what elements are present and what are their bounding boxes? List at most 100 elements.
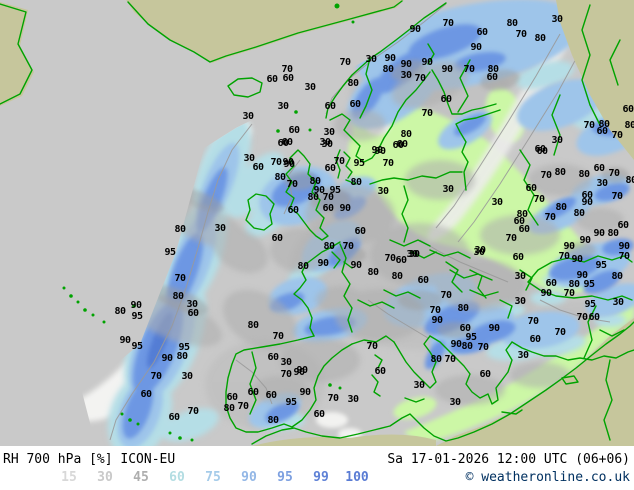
contour-label: 30 [321, 139, 333, 150]
contour-label: 30 [377, 186, 389, 197]
contour-label: 60 [266, 74, 278, 85]
ireland-coast [245, 193, 275, 231]
contour-label: 30 [242, 111, 254, 122]
contour-label: 70 [444, 354, 456, 365]
contour-label: 60 [596, 126, 608, 137]
contour-label: 70 [333, 156, 345, 167]
contour-label: 30 [442, 184, 454, 195]
contour-label: 90 [421, 57, 433, 68]
caption-bar: RH 700 hPa [%] ICON-EU Sa 17-01-2026 12:… [0, 446, 634, 490]
contour-label: 70 [339, 57, 351, 68]
legend-value: 15 [61, 470, 77, 485]
contour-label: 70 [618, 251, 630, 262]
contour-label: 30 [473, 247, 485, 258]
baltic-south-coast [369, 171, 463, 185]
contour-label: 80 [247, 320, 259, 331]
contour-label: 60 [271, 233, 283, 244]
contour-label: 80 [625, 175, 634, 186]
legend-value: 60 [169, 470, 185, 485]
coastlines-borders [0, 0, 634, 445]
northeast-land [556, 0, 634, 160]
contour-label: 60 [512, 252, 524, 263]
contour-label: 70 [429, 305, 441, 316]
contour-label: 60 [281, 137, 293, 148]
greenland-west-coast [0, 3, 33, 105]
contour-label: 30 [551, 135, 563, 146]
contour-label: 60 [617, 220, 629, 231]
contour-label: 80 [624, 120, 634, 131]
contour-label: 70 [611, 130, 623, 141]
contour-label: 60 [513, 216, 525, 227]
balkan-greece-coast [429, 335, 513, 405]
contour-label: 60 [459, 323, 471, 334]
contour-label: 90 [283, 159, 295, 170]
contour-label: 60 [525, 183, 537, 194]
contour-label: 80 [461, 341, 473, 352]
contour-label: 90 [579, 235, 591, 246]
contour-label: 90 [540, 288, 552, 299]
contour-label: 60 [324, 101, 336, 112]
contour-label: 80 [598, 119, 610, 130]
contour-label: 30 [551, 14, 563, 25]
cyprus-coast [561, 375, 579, 385]
contour-label: 70 [515, 29, 527, 40]
contour-label: 70 [608, 168, 620, 179]
legend-value: 75 [205, 470, 221, 485]
contour-label: 80 [223, 403, 235, 414]
contour-value-labels: 70 60 60 30 30 30 60 60 30 60 70 90 80 70 80 30 95 70 80 30… [114, 14, 634, 426]
contour-label: 70 [237, 401, 249, 412]
contour-label: 95 [164, 247, 176, 258]
contour-label: 70 [544, 212, 556, 223]
sicily-coast [404, 397, 425, 403]
contour-label: 90 [130, 300, 142, 311]
contour-label: 90 [161, 353, 173, 364]
contour-label: 70 [280, 369, 292, 380]
contour-label: 90 [488, 323, 500, 334]
contour-label: 80 [350, 177, 362, 188]
contour-label: 70 [583, 120, 595, 131]
rh-700hpa-map: 70 60 60 30 30 30 60 60 30 60 70 90 80 70 80 30 95 70 80 30… [0, 0, 634, 446]
contour-label: 90 [431, 315, 443, 326]
contour-label: 30 [514, 271, 526, 282]
contour-label: 90 [296, 365, 308, 376]
contour-label: 30 [596, 178, 608, 189]
contour-label: 80 [611, 271, 623, 282]
contour-label: 60 [588, 312, 600, 323]
contour-label: 90 [384, 53, 396, 64]
finland-russia-border [457, 59, 471, 113]
contour-label: 95 [131, 341, 143, 352]
contour-label: 60 [529, 334, 541, 345]
baltic-east-coast [455, 109, 501, 191]
contour-label: 60 [140, 389, 152, 400]
romania-borders [449, 269, 533, 319]
contour-label: 60 [277, 138, 289, 149]
contour-label: 95 [353, 158, 365, 169]
contour-label: 60 [287, 205, 299, 216]
africa-middleeast-land [436, 318, 634, 446]
greenland-coast [127, 0, 403, 63]
contour-label: 80 [114, 306, 126, 317]
contour-label: 60 [545, 278, 557, 289]
contour-label: 60 [282, 73, 294, 84]
north-africa-strip [252, 434, 436, 446]
contour-label: 80 [400, 129, 412, 140]
britain-coast [285, 149, 329, 241]
contour-label: 30 [319, 137, 331, 148]
contour-label: 60 [322, 203, 334, 214]
denmark-coast [335, 149, 353, 179]
contour-label: 90 [441, 64, 453, 75]
france-west-coast [293, 241, 341, 337]
contour-label: 30 [181, 371, 193, 382]
contour-label: 70 [272, 331, 284, 342]
portugal-spain-border [249, 351, 257, 415]
black-sea-south-coast [527, 281, 633, 301]
contour-label: 80 [516, 209, 528, 220]
contour-label: 60 [518, 224, 530, 235]
contour-label: 60 [313, 409, 325, 420]
norway-coast [325, 2, 447, 119]
contour-label: 60 [417, 275, 429, 286]
contour-label: 70 [421, 108, 433, 119]
norway-sweden-border [359, 57, 373, 119]
contour-label: 90 [293, 367, 305, 378]
contour-label: 60 [288, 125, 300, 136]
